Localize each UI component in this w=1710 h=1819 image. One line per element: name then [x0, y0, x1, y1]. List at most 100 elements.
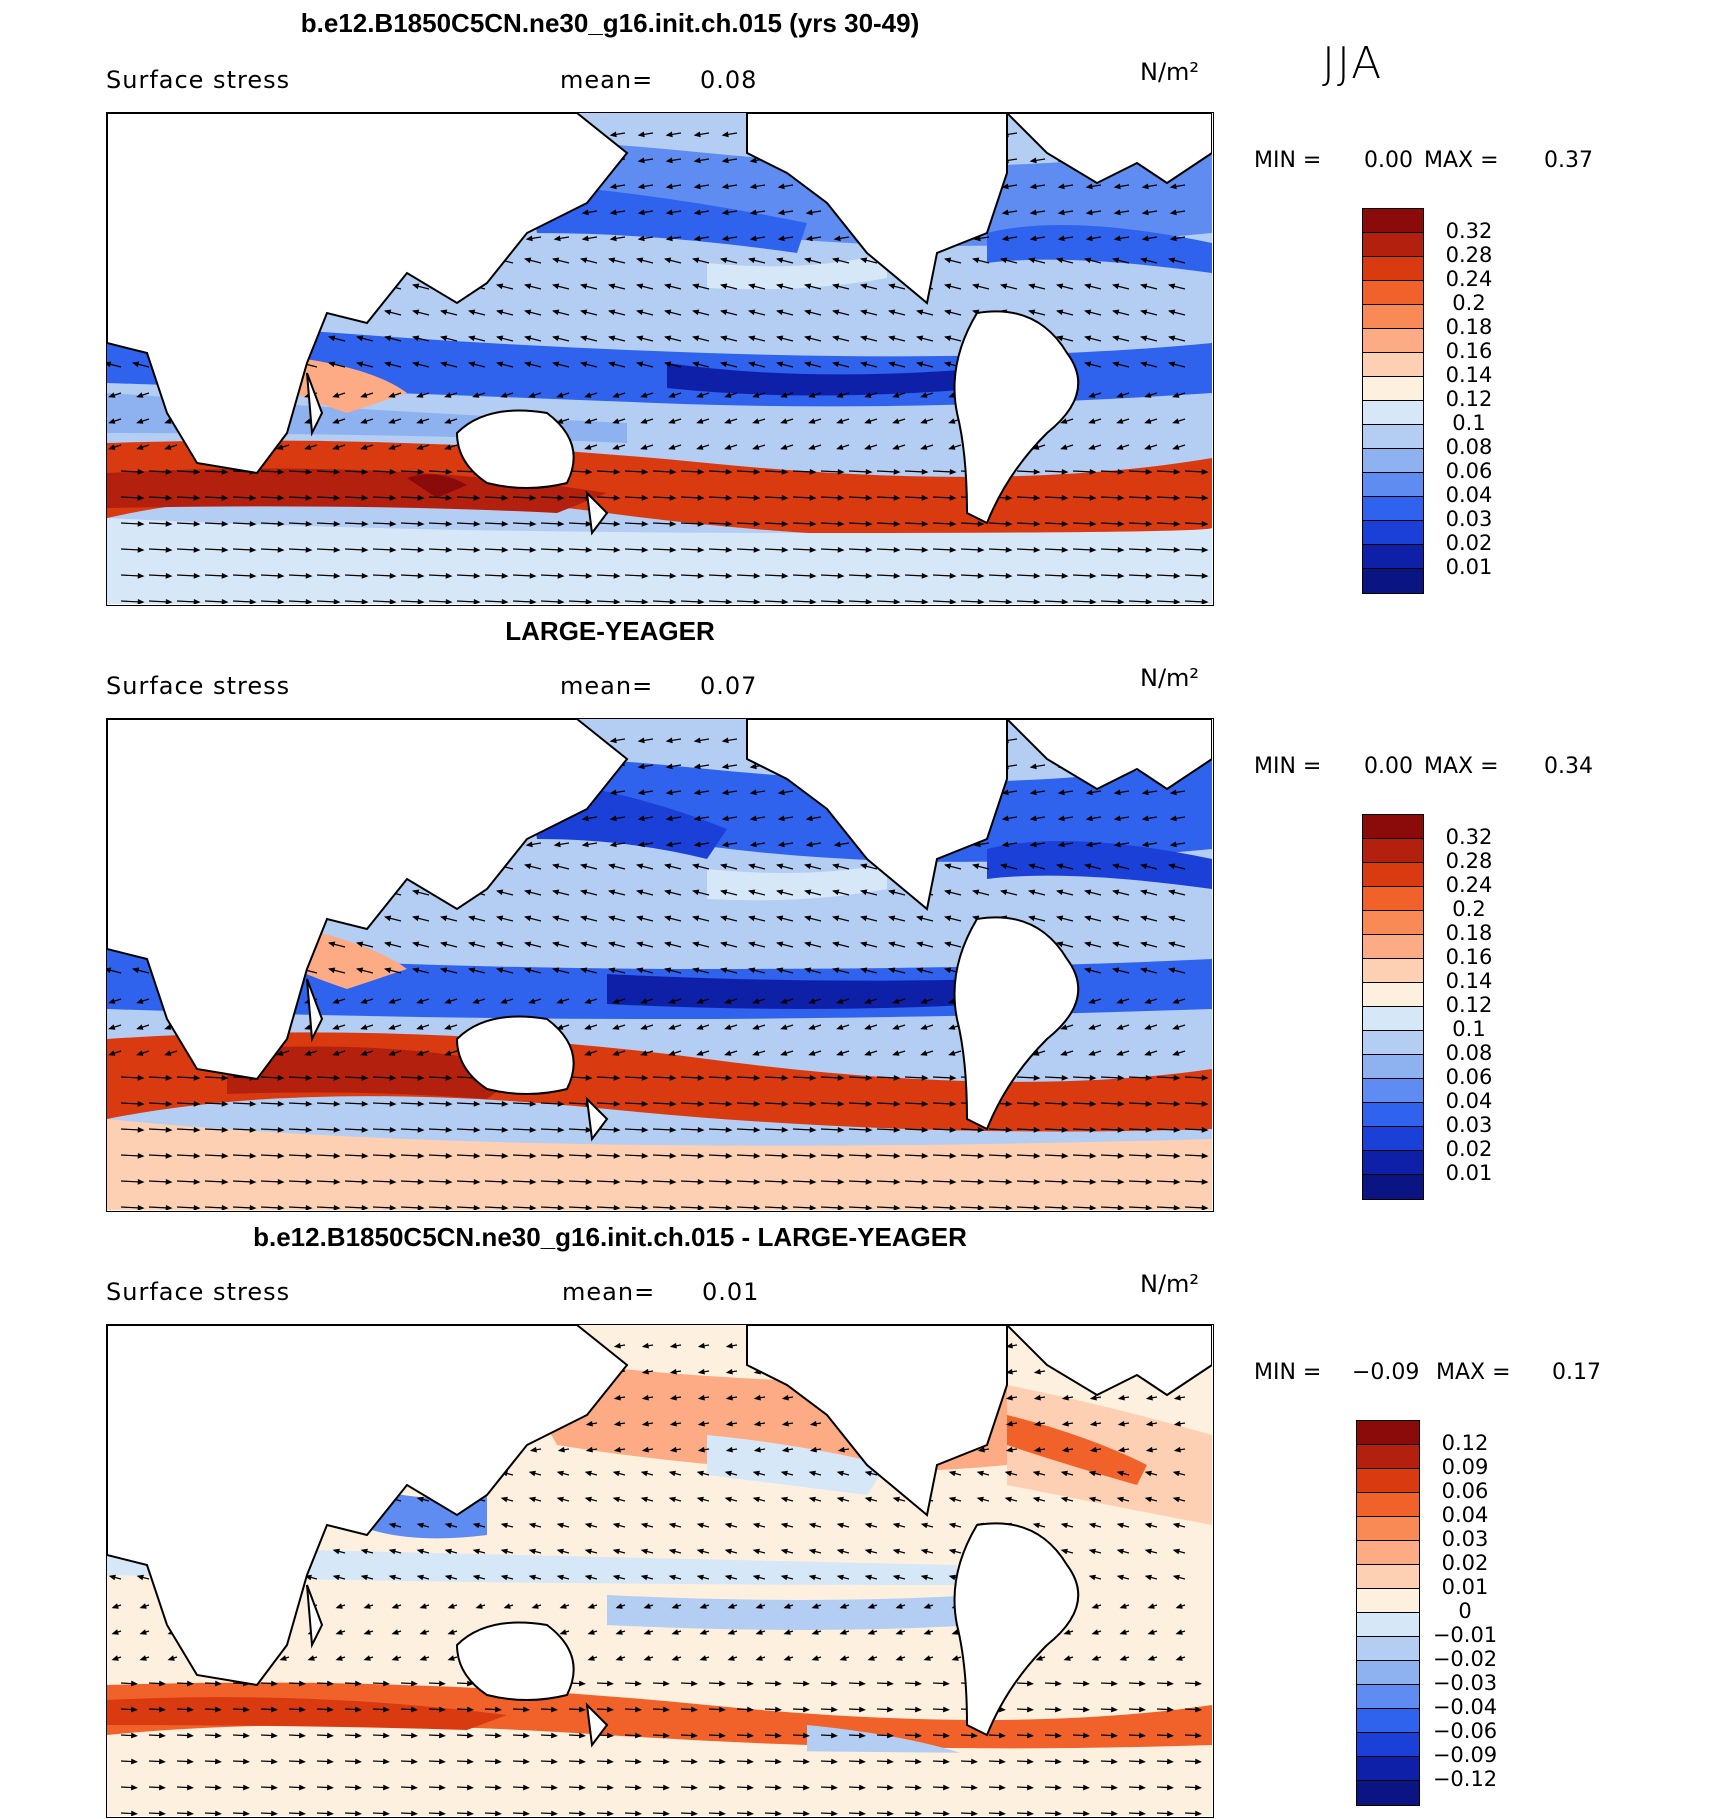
stress-arrow-head — [671, 1655, 679, 1661]
stress-arrow-head — [411, 1758, 418, 1765]
colorbar-tick-label: 0.2 — [1452, 897, 1486, 921]
stress-arrow-head — [669, 1204, 677, 1210]
stress-arrow-head — [1119, 1629, 1127, 1635]
stress-arrow-head — [473, 546, 481, 553]
stress-arrow-head — [1000, 257, 1008, 264]
stress-arrow-head — [696, 1050, 704, 1056]
stress-arrow-head — [668, 418, 676, 424]
stress-arrow-head — [529, 572, 537, 579]
stress-arrow-head — [496, 309, 504, 316]
stress-arrow-head — [1145, 546, 1153, 553]
stress-arrow-head — [1117, 598, 1125, 604]
stress-arrow-head — [243, 1706, 250, 1713]
stress-arrow-head — [892, 998, 900, 1004]
stress-arrow-head — [752, 998, 760, 1004]
stress-arrow-head — [557, 572, 565, 579]
stress-arrow-head — [777, 789, 785, 796]
stress-arrow-head — [524, 335, 532, 342]
stress-arrow-head — [1027, 1810, 1034, 1816]
stress-arrow-head — [159, 1758, 166, 1765]
stress-arrow-head — [419, 1629, 427, 1635]
colorbar-swatch — [1363, 1007, 1423, 1031]
stress-arrow-head — [1033, 1152, 1041, 1159]
stress-arrow-head — [355, 1732, 362, 1739]
stress-arrow-head — [837, 468, 845, 475]
stress-arrow-head — [1057, 815, 1065, 822]
stress-arrow-head — [809, 468, 817, 475]
stress-arrow-head — [804, 283, 812, 290]
stress-arrow-head — [361, 494, 369, 501]
stress-arrow-head — [836, 444, 844, 450]
stress-arrow-head — [724, 1050, 732, 1056]
panel-1-colorbar-labels: 0.32 0.28 0.24 0.2 0.18 0.16 0.14 0.12 0.1 0.08 0.… — [1424, 208, 1514, 594]
stress-arrow-head — [693, 131, 701, 138]
stress-arrow-head — [332, 1548, 340, 1555]
stress-arrow-head — [669, 1394, 677, 1401]
stress-arrow-head — [1195, 1784, 1202, 1791]
stress-arrow-head — [1116, 1574, 1124, 1581]
stress-arrow-head — [383, 1732, 390, 1739]
stress-arrow-head — [440, 915, 448, 922]
stress-arrow-head — [1112, 863, 1120, 870]
stress-arrow-head — [641, 572, 649, 579]
stress-arrow-head — [1033, 546, 1041, 553]
stress-arrow-head — [864, 1024, 872, 1030]
stress-arrow-head — [388, 444, 396, 450]
stress-arrow-head — [725, 1394, 733, 1401]
stress-arrow-head — [299, 1732, 306, 1739]
stress-arrow-head — [809, 572, 817, 579]
stress-arrow-head — [363, 1655, 371, 1661]
stress-arrow-head — [612, 1548, 620, 1555]
colorbar-swatch — [1363, 839, 1423, 863]
stress-arrow-head — [1112, 335, 1120, 342]
stress-arrow-head — [781, 1394, 789, 1401]
stress-arrow-head — [864, 1522, 872, 1529]
stress-arrow-head — [444, 1050, 452, 1056]
stress-arrow-head — [187, 1810, 194, 1816]
stress-arrow-head — [332, 1574, 340, 1581]
stress-arrow-head — [1139, 1810, 1146, 1816]
stress-arrow-head — [615, 1603, 623, 1609]
stress-arrow-head — [137, 1126, 145, 1133]
stress-arrow-head — [697, 520, 705, 527]
stress-arrow-head — [496, 967, 504, 974]
stress-arrow-head — [641, 1446, 649, 1453]
stress-arrow-head — [1141, 209, 1149, 216]
stress-arrow-head — [416, 1522, 424, 1529]
stress-arrow-head — [808, 1470, 816, 1477]
stress-arrow-head — [612, 1024, 620, 1030]
stress-arrow-head — [972, 889, 980, 896]
stress-arrow-head — [837, 598, 845, 604]
stress-arrow-head — [641, 1420, 649, 1427]
stress-arrow-head — [664, 283, 672, 290]
stress-arrow-head — [755, 1603, 763, 1609]
stress-arrow-head — [553, 235, 561, 242]
stress-arrow-head — [833, 841, 841, 848]
stress-arrow-head — [1144, 392, 1152, 398]
stress-arrow-head — [943, 1680, 950, 1687]
stress-arrow-head — [1169, 235, 1177, 242]
stress-arrow-head — [1055, 1758, 1062, 1765]
stress-arrow-head — [557, 1100, 565, 1107]
colorbar-tick-label: 0.32 — [1445, 219, 1493, 243]
stress-arrow-head — [388, 418, 396, 424]
panel-2-min-value: 0.00 — [1364, 754, 1413, 779]
stress-arrow-head — [1201, 572, 1209, 579]
stress-arrow-head — [1117, 1178, 1125, 1185]
stress-arrow-head — [447, 1629, 455, 1635]
stress-arrow-head — [781, 1074, 789, 1081]
stress-arrow-head — [613, 1204, 621, 1210]
stress-arrow-head — [613, 494, 621, 501]
stress-arrow-head — [524, 889, 532, 896]
stress-arrow-head — [865, 598, 873, 604]
stress-arrow-head — [1116, 444, 1124, 450]
colorbar-swatch — [1357, 1685, 1419, 1709]
stress-arrow-head — [915, 1784, 922, 1791]
stress-arrow-head — [699, 1655, 707, 1661]
stress-arrow-head — [159, 1680, 166, 1687]
stress-arrow-head — [893, 468, 901, 475]
stress-arrow-head — [892, 444, 900, 450]
stress-arrow-head — [1091, 1629, 1099, 1635]
stress-arrow-head — [747, 1680, 754, 1687]
stress-arrow-head — [1173, 1074, 1181, 1081]
